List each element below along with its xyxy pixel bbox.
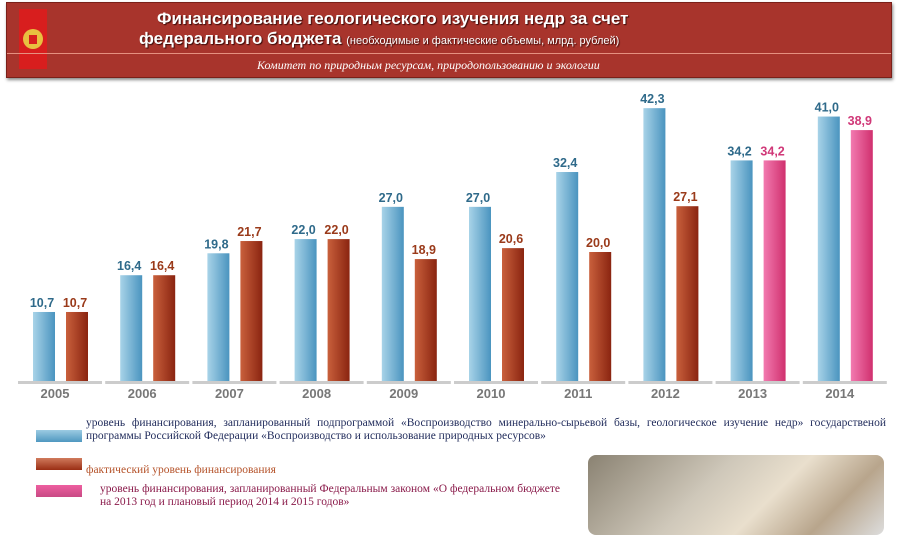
bar-actual: [414, 259, 437, 381]
x-tick-label: 2011: [564, 386, 592, 401]
baseline-shadow: [628, 381, 713, 384]
bar-planned_program: [294, 239, 317, 381]
baseline-shadow: [802, 381, 887, 384]
bar-planned_program: [381, 206, 404, 381]
data-label-planned_program: 10,7: [30, 296, 54, 310]
data-label-actual: 21,7: [237, 225, 261, 239]
bar-actual: [502, 248, 524, 381]
x-tick-label: 2008: [302, 386, 331, 401]
data-label-planned_program: 27,0: [379, 191, 403, 205]
bar-planned_program: [469, 206, 491, 381]
russian-coat-of-arms-icon: [19, 9, 47, 69]
bar-planned_program: [207, 253, 230, 381]
data-label-planned_program: 19,8: [204, 237, 228, 251]
divider: [7, 53, 891, 54]
bar-chart: 2005 10,7 10,7 2006 16,4 16,4 2007 19,8 21,7 2008…: [18, 92, 887, 401]
data-label-planned_program: 42,3: [640, 92, 664, 106]
bar-actual: [676, 206, 699, 381]
data-label-planned_law: 34,2: [760, 144, 784, 158]
data-label-actual: 10,7: [63, 296, 87, 310]
banknotes-photo: [588, 455, 884, 535]
legend-swatch-actual: [36, 458, 82, 470]
header-banner: Финансирование геологического изучения н…: [6, 2, 892, 78]
title-line2: федерального бюджета (необходимые и факт…: [139, 29, 619, 49]
title-main: федерального бюджета: [139, 29, 342, 48]
bar-planned_program: [730, 160, 753, 381]
legend-label-actual: фактический уровень финансирования: [86, 464, 276, 476]
x-tick-label: 2012: [651, 386, 680, 401]
title-subtitle: (необходимые и фактические объемы, млрд.…: [346, 35, 620, 47]
bar-planned_program: [33, 311, 55, 381]
bar-planned_program: [556, 172, 579, 381]
data-label-actual: 20,6: [499, 232, 523, 246]
legend-swatch-planned-law: [36, 485, 82, 497]
data-label-actual: 22,0: [324, 223, 348, 237]
data-label-actual: 18,9: [412, 243, 436, 257]
baseline-shadow: [279, 381, 364, 384]
bar-actual: [240, 241, 263, 381]
legend-label-planned-program: уровень финансирования, запланированный …: [86, 417, 886, 442]
bar-planned_law: [850, 130, 873, 381]
x-tick-label: 2006: [128, 386, 157, 401]
baseline-shadow: [366, 381, 451, 384]
data-label-actual: 16,4: [150, 259, 174, 273]
bar-actual: [66, 311, 88, 381]
data-label-planned_program: 34,2: [727, 144, 751, 158]
title-line1: Финансирование геологического изучения н…: [157, 9, 629, 28]
bar-actual: [589, 252, 612, 381]
data-label-planned_program: 41,0: [815, 101, 839, 115]
data-label-planned_program: 16,4: [117, 259, 141, 273]
x-tick-label: 2005: [41, 386, 70, 401]
legend-label-planned-law: уровень финансирования, запланированный …: [100, 483, 560, 508]
bar-planned_law: [763, 160, 786, 381]
bar-planned_program: [643, 108, 666, 381]
baseline-shadow: [541, 381, 626, 384]
x-tick-label: 2013: [738, 386, 767, 401]
bar-actual: [153, 275, 176, 381]
x-tick-label: 2009: [389, 386, 418, 401]
bar-planned_program: [120, 275, 143, 381]
baseline-shadow: [105, 381, 190, 384]
data-label-actual: 20,0: [586, 236, 610, 250]
x-tick-label: 2007: [215, 386, 244, 401]
bar-planned_program: [817, 116, 840, 382]
x-tick-label: 2010: [477, 386, 506, 401]
data-label-planned_program: 27,0: [466, 191, 490, 205]
data-label-actual: 27,1: [673, 190, 697, 204]
baseline-shadow: [18, 381, 102, 384]
legend-swatch-planned-program: [36, 430, 82, 442]
bar-actual: [327, 239, 350, 381]
data-label-planned_program: 32,4: [553, 156, 577, 170]
baseline-shadow: [454, 381, 538, 384]
x-tick-label: 2014: [825, 386, 855, 401]
baseline-shadow: [715, 381, 800, 384]
data-label-planned_law: 38,9: [848, 114, 872, 128]
data-label-planned_program: 22,0: [291, 223, 315, 237]
baseline-shadow: [192, 381, 277, 384]
committee-name: Комитет по природным ресурсам, природопо…: [257, 58, 600, 72]
